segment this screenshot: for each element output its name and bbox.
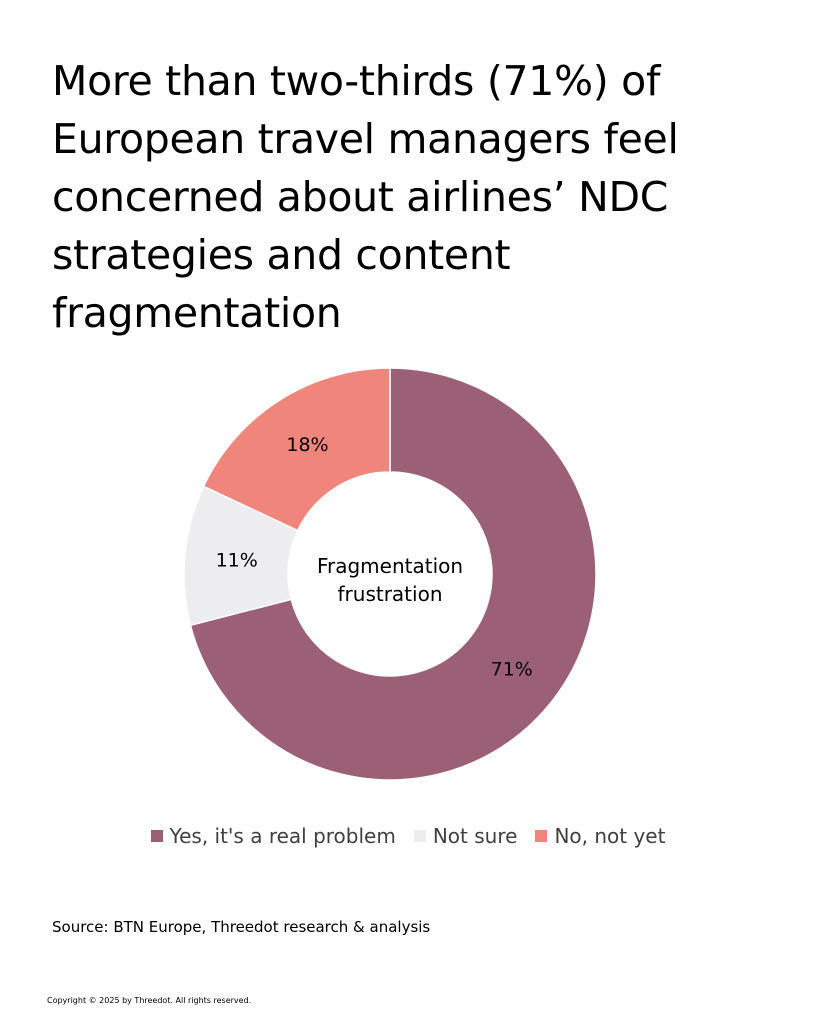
donut-slice [189, 367, 597, 781]
legend-swatch [535, 830, 548, 842]
slice-labels: 71% 11% 18% [216, 434, 533, 680]
title-line: More than two-thirds (71%) of [52, 57, 661, 105]
source-note: Source: BTN Europe, Threedot research & … [52, 918, 431, 936]
legend-item-not-sure: Not sure [413, 824, 518, 848]
legend-item-yes: Yes, it's a real problem [150, 824, 396, 848]
donut-chart: 71% 11% 18% Fragmentation frustration [183, 367, 597, 781]
slice-data-label: 11% [216, 550, 258, 572]
title-line: strategies and content [52, 231, 511, 279]
legend-label: Not sure [432, 824, 518, 848]
legend-label: Yes, it's a real problem [169, 824, 396, 848]
slice-data-label: 71% [491, 658, 533, 680]
chart-title: More than two-thirds (71%) of European t… [52, 52, 772, 342]
legend-swatch [413, 830, 426, 842]
slice-data-label: 18% [286, 434, 328, 456]
legend-swatch [150, 830, 163, 842]
donut-slice [202, 367, 391, 532]
legend-label: No, not yet [554, 824, 666, 848]
center-label-line: Fragmentation [317, 554, 463, 578]
legend-item-no: No, not yet [535, 824, 665, 848]
copyright-note: Copyright © 2025 by Threedot. All rights… [47, 996, 252, 1005]
chart-legend: Yes, it's a real problem Not sure No, no… [0, 824, 816, 848]
donut-slices [183, 367, 597, 781]
title-line: fragmentation [52, 289, 342, 337]
center-label-line: frustration [338, 582, 443, 606]
title-line: concerned about airlines’ NDC [52, 173, 669, 221]
title-line: European travel managers feel [52, 115, 679, 163]
